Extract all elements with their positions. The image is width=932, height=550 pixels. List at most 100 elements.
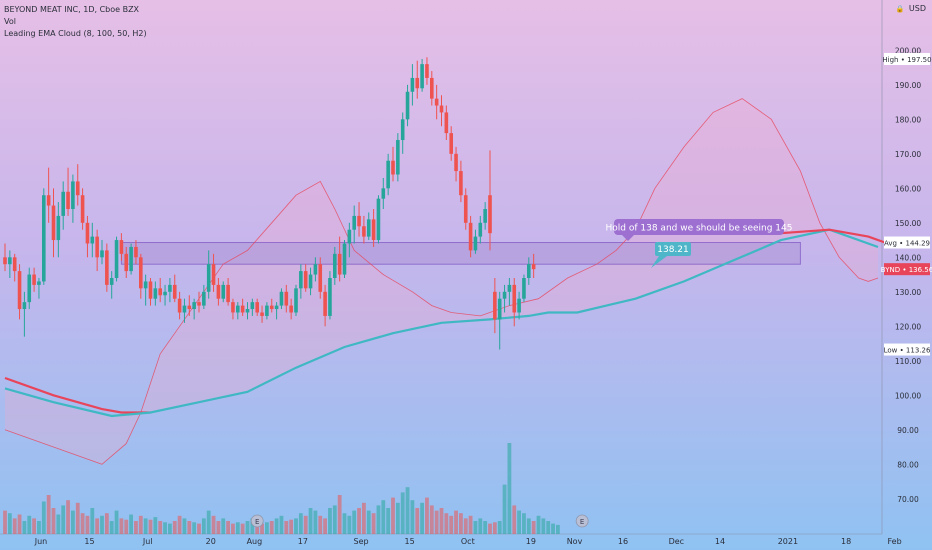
avg-badge — [884, 236, 930, 249]
candle-body — [61, 191, 65, 216]
candle-body — [449, 133, 453, 154]
x-tick-label: Aug — [247, 537, 263, 546]
volume-bar — [100, 515, 104, 534]
time-axis[interactable]: Jun 15 Jul 20 Aug 17 Sep 15 Oct 19 Nov 16 Dec 14 2021 1… — [34, 537, 902, 546]
candle-body — [42, 195, 46, 282]
volume-bar — [512, 505, 517, 534]
candle-body — [522, 278, 526, 299]
candle-body — [323, 291, 327, 316]
candle-body — [206, 264, 211, 292]
candle-body — [177, 298, 182, 313]
candle-body — [459, 171, 463, 196]
volume-bar — [197, 523, 201, 534]
volume-bar — [439, 508, 444, 534]
candle-body — [439, 105, 444, 113]
x-tick-label: Feb — [888, 537, 902, 546]
candle-body — [478, 222, 483, 237]
candle-body — [139, 257, 143, 289]
x-tick-label: 14 — [715, 537, 725, 546]
candle-body — [303, 271, 308, 289]
candle-body — [3, 257, 7, 265]
candle-body — [517, 298, 521, 313]
candle-body — [468, 222, 473, 251]
candle-body — [211, 264, 216, 285]
volume-bar — [473, 521, 478, 534]
volume-bar — [463, 518, 468, 534]
volume-bar — [454, 510, 458, 534]
volume-bar — [536, 515, 541, 534]
candle-body — [8, 257, 12, 265]
volume-bar — [187, 521, 192, 534]
candle-body — [342, 243, 347, 275]
x-tick-label: 15 — [84, 537, 94, 546]
volume-bar — [3, 510, 7, 534]
support-zone-box — [120, 242, 801, 265]
volume-bars — [3, 443, 560, 534]
x-tick-label: 20 — [206, 537, 216, 546]
candle-body — [483, 209, 487, 223]
candle-body — [347, 229, 352, 244]
legend-symbol[interactable]: BEYOND MEAT INC, 1D, Cboe BZX — [4, 5, 140, 14]
candle-body — [129, 246, 133, 272]
candle-body — [71, 181, 75, 210]
volume-bar — [347, 515, 352, 534]
legend-volume[interactable]: Vol — [4, 17, 16, 26]
volume-bar — [51, 508, 56, 534]
candle-body — [531, 264, 536, 270]
volume-bar — [395, 502, 400, 534]
candle-body — [172, 284, 177, 299]
candle-body — [226, 284, 230, 303]
currency-selector[interactable]: 🔒 USD — [896, 4, 926, 13]
volume-bar — [294, 518, 298, 534]
candle-body — [391, 160, 395, 175]
candle-body — [119, 240, 124, 254]
y-tick-label: 180.00 — [895, 115, 921, 124]
candle-body — [507, 284, 512, 292]
candle-body — [371, 219, 376, 241]
ema-cloud-fill — [5, 98, 878, 465]
volume-bar — [541, 518, 546, 534]
volume-bar — [153, 517, 158, 534]
annotations: Hold of 138 and we should be seeing 145 1… — [250, 219, 793, 528]
volume-bar — [342, 513, 347, 534]
last-badge — [884, 263, 930, 276]
volume-bar — [502, 484, 507, 534]
candle-body — [289, 305, 293, 313]
price-axis[interactable]: 70.00 80.00 90.00 100.00 110.00 120.00 130.00 1… — [881, 46, 932, 503]
candle-body — [80, 195, 85, 223]
candle-body — [328, 278, 332, 316]
high-badge-text: High • 197.50 — [882, 56, 931, 64]
candle-body — [17, 271, 22, 310]
volume-bar — [269, 521, 274, 534]
candle-body — [240, 305, 245, 313]
candle-body — [27, 274, 32, 303]
volume-bar — [488, 523, 492, 534]
volume-bar — [303, 515, 308, 534]
earnings-marker-label: E — [580, 518, 584, 526]
volume-bar — [201, 518, 206, 534]
x-tick-label: 17 — [298, 537, 308, 546]
volume-bar — [134, 521, 138, 534]
volume-bar — [308, 508, 313, 534]
support-zone — [120, 242, 801, 265]
x-tick-label: Sep — [354, 537, 369, 546]
candle-body — [56, 215, 61, 241]
callout-text: Hold of 138 and we should be seeing 145 — [606, 224, 793, 234]
legend-indicator[interactable]: Leading EMA Cloud (8, 100, 50, H2) — [4, 29, 147, 38]
callout-box — [614, 219, 784, 235]
x-tick-label: Dec — [669, 537, 684, 546]
volume-bar — [497, 521, 502, 534]
candle-body — [512, 284, 517, 313]
candle-body — [66, 191, 70, 210]
volume-bar — [124, 519, 129, 534]
volume-bar — [279, 515, 284, 534]
volume-bar — [352, 510, 357, 534]
volume-bar — [357, 508, 361, 534]
volume-bar — [138, 515, 143, 534]
volume-bar — [163, 522, 167, 534]
volume-bar — [551, 523, 555, 534]
candle-body — [454, 153, 458, 172]
candle-body — [357, 215, 361, 227]
candle-body — [245, 309, 250, 313]
